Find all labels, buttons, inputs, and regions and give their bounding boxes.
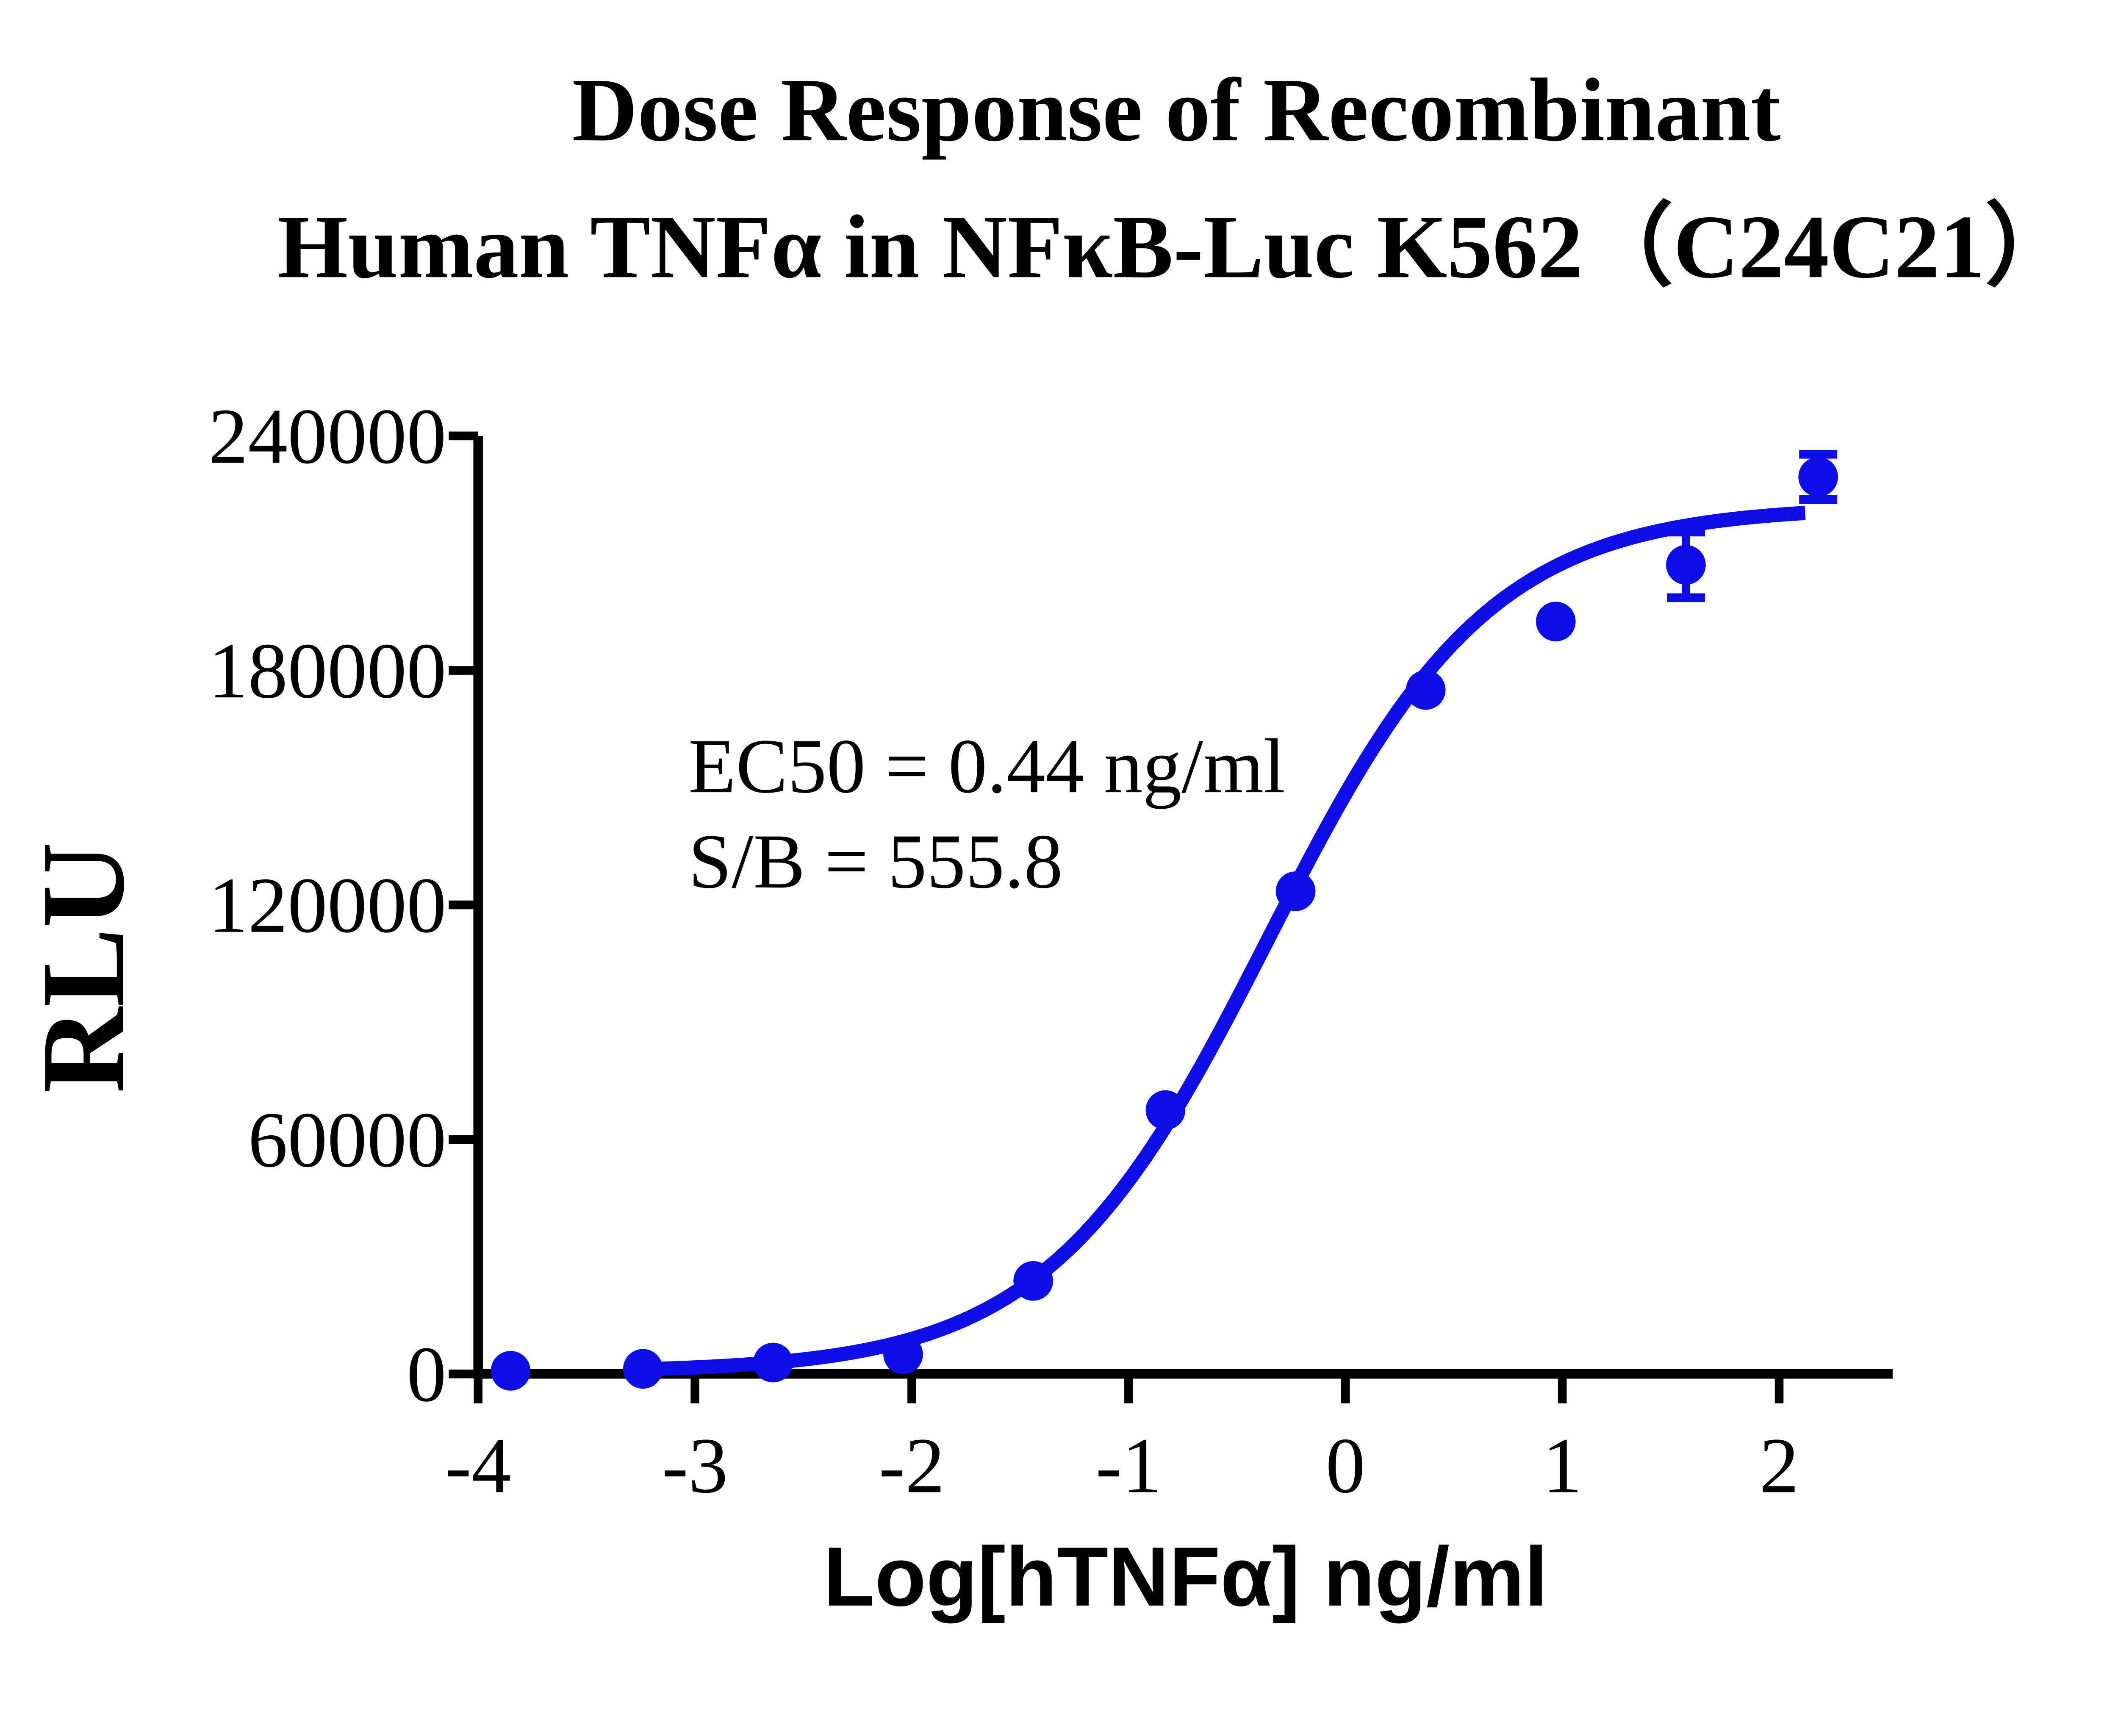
x-tick-label: -2 <box>879 1421 945 1509</box>
data-point <box>1536 602 1576 642</box>
data-point <box>491 1351 531 1391</box>
x-tick-label: -4 <box>445 1421 511 1509</box>
data-point <box>1798 457 1838 497</box>
chart-title-line2: Human TNFα in NFκB-Luc K562（C24C21） <box>277 197 2075 297</box>
data-point <box>623 1349 663 1389</box>
x-tick-label: 1 <box>1542 1421 1582 1509</box>
y-tick-label: 0 <box>407 1330 446 1418</box>
x-axis-title: Log[hTNFα] ng/ml <box>823 1530 1548 1624</box>
y-tick-label: 240000 <box>208 392 446 480</box>
y-axis-title: RLU <box>17 842 149 1093</box>
signal-background-annotation: S/B = 555.8 <box>688 818 1063 904</box>
y-tick-label: 120000 <box>208 861 446 949</box>
y-tick-label: 180000 <box>208 627 446 715</box>
data-point <box>1275 871 1316 911</box>
data-point <box>753 1342 793 1383</box>
x-tick-label: 2 <box>1759 1421 1799 1509</box>
data-point <box>883 1334 923 1374</box>
axes: -4 -3 -2 -1 0 1 2 0 60000 120000 180000 240000 <box>208 392 1893 1509</box>
x-tick-label: -1 <box>1095 1421 1162 1509</box>
data-point <box>1666 545 1706 585</box>
data-point <box>1406 670 1446 710</box>
x-tick-label: -3 <box>662 1421 728 1509</box>
fit-curve <box>636 506 1806 1377</box>
data-point <box>1013 1261 1053 1301</box>
plot-series <box>491 450 1838 1391</box>
data-point <box>1145 1090 1186 1130</box>
ec50-annotation: EC50 = 0.44 ng/ml <box>688 723 1285 809</box>
y-tick-label: 60000 <box>248 1095 446 1184</box>
x-tick-label: 0 <box>1325 1421 1365 1509</box>
chart-title-line1: Dose Response of Recombinant <box>572 60 1781 160</box>
